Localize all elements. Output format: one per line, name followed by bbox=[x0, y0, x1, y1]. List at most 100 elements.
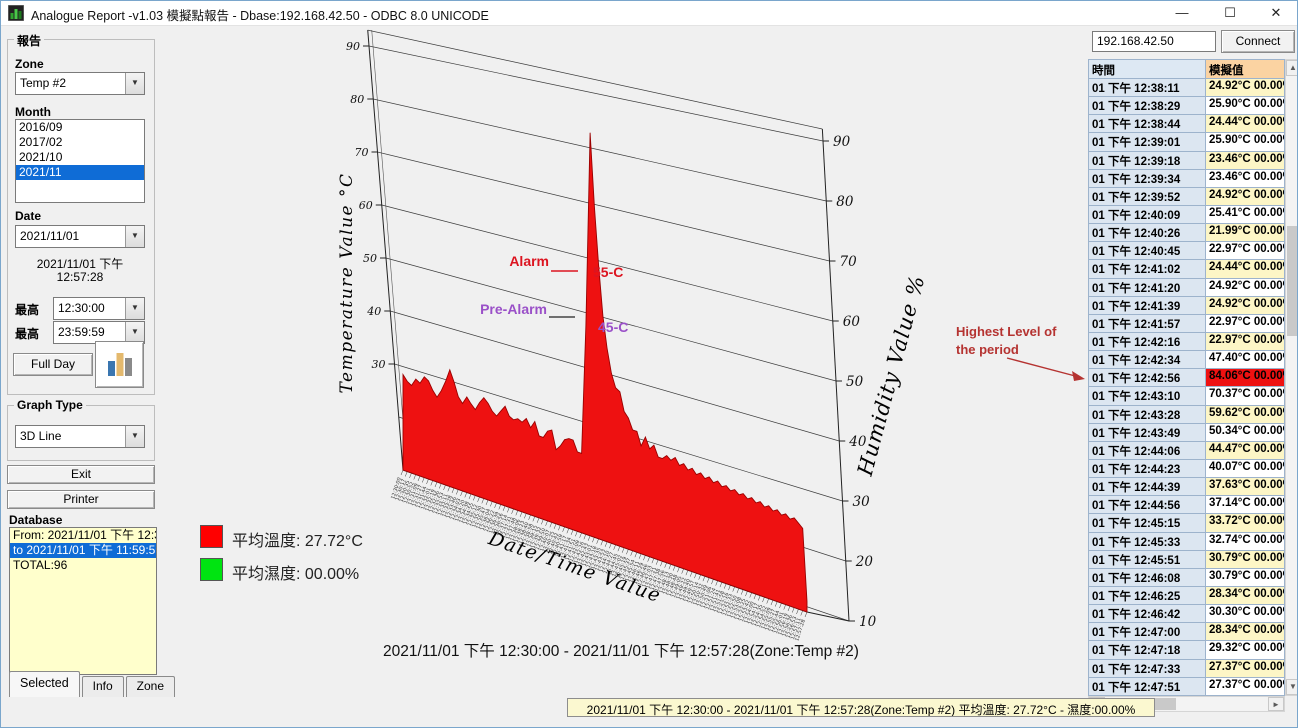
chevron-down-icon[interactable]: ▼ bbox=[125, 298, 144, 319]
table-row[interactable]: 01 下午 12:40:45 22.97°C 00.00% bbox=[1088, 242, 1285, 261]
scroll-up-icon[interactable]: ▲ bbox=[1286, 60, 1297, 76]
cell-time: 01 下午 12:44:56 bbox=[1088, 496, 1206, 515]
table-row[interactable]: 01 下午 12:43:28 59.62°C 00.00% bbox=[1088, 405, 1285, 424]
table-row[interactable]: 01 下午 12:39:18 23.46°C 00.00% bbox=[1088, 151, 1285, 170]
cell-time: 01 下午 12:39:01 bbox=[1088, 133, 1206, 152]
table-row[interactable]: 01 下午 12:44:23 40.07°C 00.00% bbox=[1088, 459, 1285, 479]
table-row[interactable]: 01 下午 12:42:34 47.40°C 00.00% bbox=[1088, 351, 1285, 370]
table-row[interactable]: 01 下午 12:42:16 22.97°C 00.00% bbox=[1088, 332, 1285, 352]
time-from-value: 12:30:00 bbox=[58, 301, 105, 315]
table-row[interactable]: 01 下午 12:47:33 27.37°C 00.00% bbox=[1088, 659, 1285, 678]
cell-time: 01 下午 12:39:34 bbox=[1088, 169, 1206, 188]
table-row[interactable]: 01 下午 12:47:18 29.32°C 00.00% bbox=[1088, 641, 1285, 660]
tab-info[interactable]: Info bbox=[81, 676, 124, 697]
time-to-combobox[interactable]: 23:59:59 ▼ bbox=[53, 321, 145, 344]
svg-text:30: 30 bbox=[853, 494, 871, 510]
ip-address-input[interactable]: 192.168.42.50 bbox=[1092, 31, 1216, 52]
exit-button[interactable]: Exit bbox=[7, 465, 155, 484]
time-from-combobox[interactable]: 12:30:00 ▼ bbox=[53, 297, 145, 320]
table-vertical-scrollbar[interactable]: ▲ ▼ bbox=[1285, 59, 1297, 696]
current-datetime-line1: 2021/11/01 下午 bbox=[36, 257, 124, 271]
tab-selected[interactable]: Selected bbox=[9, 671, 80, 697]
cell-value: 37.63°C 00.00% bbox=[1206, 478, 1285, 497]
full-day-button[interactable]: Full Day bbox=[13, 353, 93, 376]
database-label: Database bbox=[9, 513, 63, 527]
database-item[interactable]: to 2021/11/01 下午 11:59:59 bbox=[10, 543, 156, 558]
table-row[interactable]: 01 下午 12:45:33 32.74°C 00.00% bbox=[1088, 532, 1285, 551]
table-row[interactable]: 01 下午 12:46:08 30.79°C 00.00% bbox=[1088, 568, 1285, 587]
cell-time: 01 下午 12:47:00 bbox=[1088, 623, 1206, 642]
table-row[interactable]: 01 下午 12:45:15 33.72°C 00.00% bbox=[1088, 514, 1285, 533]
chevron-down-icon[interactable]: ▼ bbox=[125, 226, 144, 247]
chevron-down-icon[interactable]: ▼ bbox=[125, 322, 144, 343]
table-row[interactable]: 01 下午 12:40:09 25.41°C 00.00% bbox=[1088, 205, 1285, 225]
cell-time: 01 下午 12:47:18 bbox=[1088, 641, 1206, 660]
database-item[interactable]: From: 2021/11/01 下午 12:30:00 bbox=[13, 528, 156, 542]
database-listbox[interactable]: From: 2021/11/01 下午 12:30:00to 2021/11/0… bbox=[9, 527, 157, 675]
table-row[interactable]: 01 下午 12:41:39 24.92°C 00.00% bbox=[1088, 296, 1285, 315]
vertical-scroll-thumb[interactable] bbox=[1287, 226, 1297, 336]
titlebar: Analogue Report -v1.03 模擬點報告 - Dbase:192… bbox=[1, 1, 1297, 26]
chevron-down-icon[interactable]: ▼ bbox=[125, 73, 144, 94]
chart-icon-button[interactable] bbox=[95, 341, 144, 388]
month-label: Month bbox=[15, 105, 51, 119]
table-row[interactable]: 01 下午 12:47:51 27.37°C 00.00% bbox=[1088, 677, 1285, 696]
cell-value: 32.74°C 00.00% bbox=[1206, 532, 1285, 551]
svg-text:50: 50 bbox=[846, 374, 864, 390]
cell-value: 25.90°C 00.00% bbox=[1206, 97, 1285, 116]
table-row[interactable]: 01 下午 12:44:06 44.47°C 00.00% bbox=[1088, 441, 1285, 460]
table-row[interactable]: 01 下午 12:39:52 24.92°C 00.00% bbox=[1088, 187, 1285, 206]
graph-type-combobox[interactable]: 3D Line ▼ bbox=[15, 425, 145, 448]
table-row[interactable]: 01 下午 12:42:56 84.06°C 00.00% bbox=[1088, 369, 1285, 388]
scroll-down-icon[interactable]: ▼ bbox=[1286, 679, 1297, 695]
chevron-down-icon[interactable]: ▼ bbox=[125, 426, 144, 447]
maximize-button[interactable]: ☐ bbox=[1224, 5, 1236, 20]
cell-value: 40.07°C 00.00% bbox=[1206, 459, 1285, 479]
table-row[interactable]: 01 下午 12:41:02 24.44°C 00.00% bbox=[1088, 260, 1285, 279]
table-row[interactable]: 01 下午 12:41:57 22.97°C 00.00% bbox=[1088, 314, 1285, 333]
scroll-right-icon[interactable]: ► bbox=[1268, 697, 1284, 711]
table-row[interactable]: 01 下午 12:40:26 21.99°C 00.00% bbox=[1088, 224, 1285, 243]
column-header-time[interactable]: 時間 bbox=[1088, 59, 1206, 79]
month-option[interactable]: 2016/09 bbox=[19, 120, 63, 134]
zone-combobox[interactable]: Temp #2 ▼ bbox=[15, 72, 145, 95]
table-row[interactable]: 01 下午 12:47:00 28.34°C 00.00% bbox=[1088, 623, 1285, 642]
table-row[interactable]: 01 下午 12:44:56 37.14°C 00.00% bbox=[1088, 496, 1285, 515]
connect-button[interactable]: Connect bbox=[1221, 30, 1295, 53]
column-header-value[interactable]: 模擬值 bbox=[1206, 59, 1285, 79]
table-row[interactable]: 01 下午 12:45:51 30.79°C 00.00% bbox=[1088, 550, 1285, 569]
table-row[interactable]: 01 下午 12:43:10 70.37°C 00.00% bbox=[1088, 387, 1285, 406]
date-combobox[interactable]: 2021/11/01 ▼ bbox=[15, 225, 145, 248]
table-row[interactable]: 01 下午 12:38:29 25.90°C 00.00% bbox=[1088, 97, 1285, 116]
close-button[interactable]: ✕ bbox=[1270, 5, 1282, 20]
table-row[interactable]: 01 下午 12:38:11 24.92°C 00.00% bbox=[1088, 79, 1285, 98]
cell-time: 01 下午 12:42:34 bbox=[1088, 351, 1206, 370]
table-row[interactable]: 01 下午 12:46:42 30.30°C 00.00% bbox=[1088, 605, 1285, 624]
table-row[interactable]: 01 下午 12:46:25 28.34°C 00.00% bbox=[1088, 586, 1285, 606]
table-row[interactable]: 01 下午 12:41:20 24.92°C 00.00% bbox=[1088, 278, 1285, 297]
table-header-row: 時間 模擬值 bbox=[1088, 59, 1285, 79]
table-row[interactable]: 01 下午 12:43:49 50.34°C 00.00% bbox=[1088, 423, 1285, 442]
cell-time: 01 下午 12:42:16 bbox=[1088, 332, 1206, 352]
table-row[interactable]: 01 下午 12:44:39 37.63°C 00.00% bbox=[1088, 478, 1285, 497]
avg-temp-legend-label: 平均溫度: 27.72°C bbox=[232, 533, 363, 550]
avg-hum-legend-label: 平均濕度: 00.00% bbox=[232, 566, 360, 583]
cell-value: 33.72°C 00.00% bbox=[1206, 514, 1285, 533]
database-item[interactable]: TOTAL:96 bbox=[13, 558, 68, 572]
zone-value: Temp #2 bbox=[20, 76, 67, 90]
zone-label: Zone bbox=[15, 57, 44, 71]
table-row[interactable]: 01 下午 12:39:34 23.46°C 00.00% bbox=[1088, 169, 1285, 188]
month-option[interactable]: 2021/10 bbox=[19, 150, 63, 164]
alarm-annotation: Alarm bbox=[509, 253, 549, 269]
printer-button[interactable]: Printer bbox=[7, 490, 155, 509]
alarm-level-annotation: 55-C bbox=[593, 264, 623, 280]
table-row[interactable]: 01 下午 12:38:44 24.44°C 00.00% bbox=[1088, 115, 1285, 134]
table-row[interactable]: 01 下午 12:39:01 25.90°C 00.00% bbox=[1088, 133, 1285, 152]
month-listbox[interactable]: 2016/09 2017/02 2021/10 2021/11 bbox=[15, 119, 145, 203]
svg-text:70: 70 bbox=[840, 254, 858, 270]
minimize-button[interactable]: — bbox=[1175, 5, 1189, 20]
month-option[interactable]: 2021/11 bbox=[16, 165, 144, 180]
tab-zone[interactable]: Zone bbox=[125, 676, 176, 697]
month-option[interactable]: 2017/02 bbox=[19, 135, 63, 149]
